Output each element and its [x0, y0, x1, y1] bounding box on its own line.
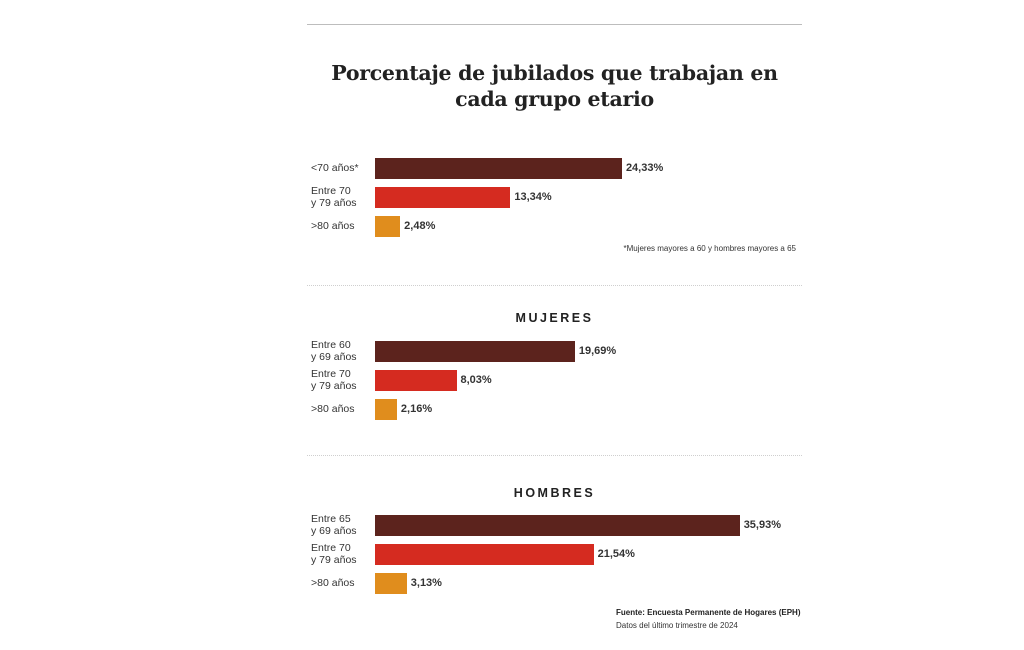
- bar-65-69: [375, 515, 740, 536]
- top-rule: [307, 24, 802, 25]
- category-label: Entre 60 y 69 años: [311, 339, 357, 363]
- category-label: Entre 65 y 69 años: [311, 513, 357, 537]
- footnote: *Mujeres mayores a 60 y hombres mayores …: [623, 244, 796, 253]
- section-divider: [307, 285, 802, 286]
- category-label: <70 años*: [311, 161, 359, 174]
- section-title-mujeres: MUJERES: [515, 311, 594, 325]
- category-label: >80 años: [311, 576, 355, 589]
- bar-70-79: [375, 187, 511, 208]
- value-label: 35,93%: [743, 519, 781, 531]
- bar-70-79: [375, 370, 457, 391]
- section-divider: [307, 455, 802, 456]
- category-label: >80 años: [311, 402, 355, 415]
- value-label: 3,13%: [410, 577, 442, 589]
- category-label: Entre 70 y 79 años: [311, 542, 357, 566]
- value-label: 8,03%: [460, 374, 492, 386]
- bar-under-70: [375, 158, 622, 179]
- source-detail: Datos del último trimestre de 2024: [616, 621, 738, 630]
- bar-over-80: [375, 399, 397, 420]
- section-title-hombres: HOMBRES: [513, 486, 596, 500]
- value-label: 21,54%: [597, 548, 635, 560]
- category-label: Entre 70 y 79 años: [311, 368, 357, 392]
- value-label: 2,16%: [400, 403, 433, 415]
- bar-over-80: [375, 573, 407, 594]
- value-label: 2,48%: [404, 220, 436, 232]
- source: Fuente: Encuesta Permanente de Hogares (…: [616, 608, 801, 617]
- chart-title: Porcentaje de jubilados que trabajan en …: [331, 61, 778, 111]
- bar-over-80: [375, 216, 401, 237]
- bar-60-69: [375, 341, 575, 362]
- category-label: >80 años: [311, 219, 355, 232]
- value-label: 13,34%: [514, 191, 552, 203]
- value-label: 19,69%: [578, 345, 617, 357]
- value-label: 24,33%: [625, 162, 664, 174]
- bar-70-79: [375, 544, 594, 565]
- category-label: Entre 70 y 79 años: [311, 185, 357, 209]
